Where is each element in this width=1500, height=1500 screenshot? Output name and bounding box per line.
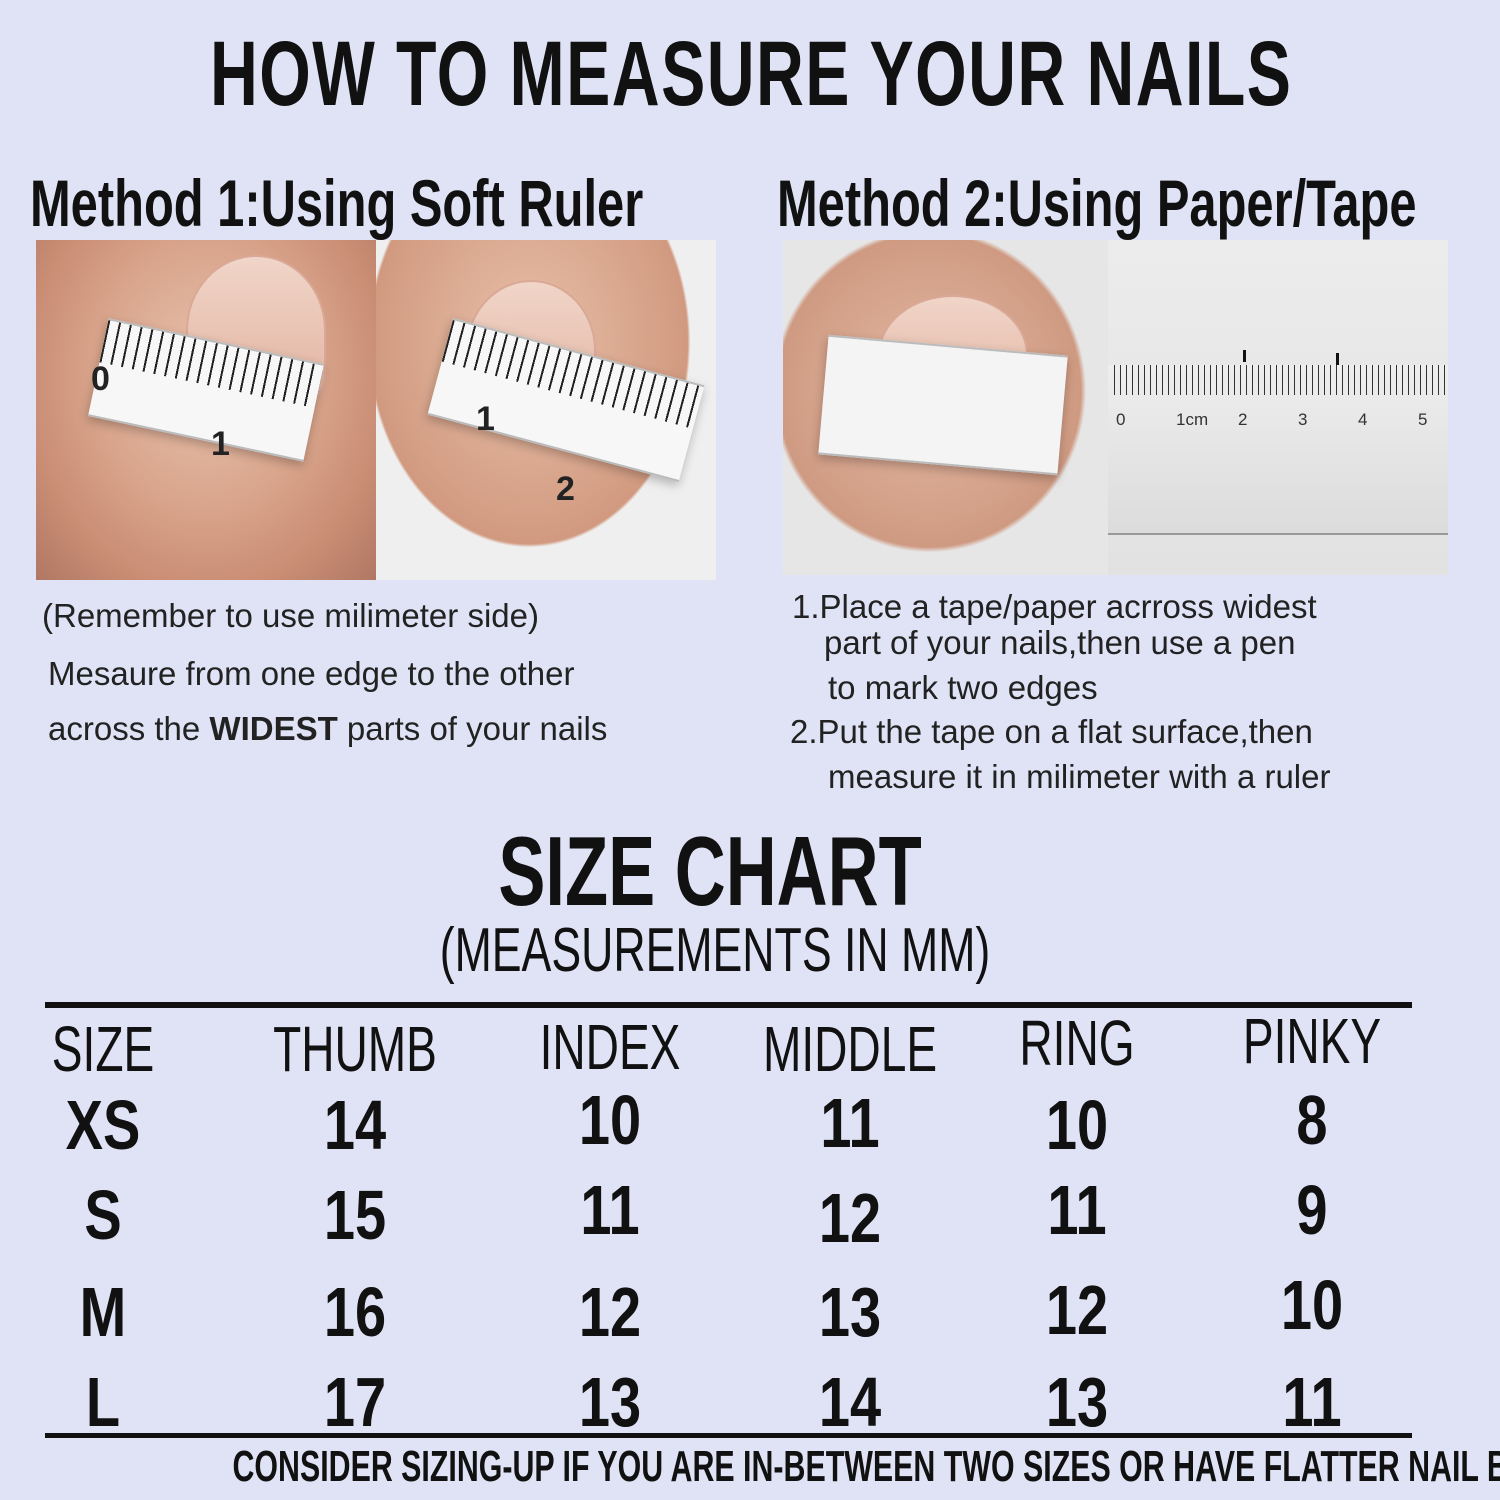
tape-label: 2 [556,470,575,508]
table-cell: 13 [818,1273,882,1351]
size-label: S [84,1176,122,1254]
column-header-middle: MIDDLE [762,1013,938,1085]
ruler-label: 2 [1238,410,1248,429]
table-cell: 10 [578,1081,642,1159]
table-bottom-rule [45,1433,1412,1438]
page-title: HOW TO MEASURE YOUR NAILS [210,23,1293,125]
method1-heading: Method 1:Using Soft Ruler [30,166,644,240]
size-label: M [79,1273,127,1351]
table-cell: 8 [1296,1081,1328,1159]
table-cell: 9 [1296,1171,1328,1249]
tape-label: 1 [211,425,230,463]
table-cell: 13 [578,1363,642,1441]
table-cell: 12 [578,1273,642,1351]
soft-ruler-photo-2: 1 2 [376,240,716,580]
method2-step: part of your nails,then use a pen [824,624,1296,661]
table-cell: 11 [820,1084,880,1162]
ruler-photo: 0 1cm 2 3 4 5 [1108,240,1448,575]
column-header-size: SIZE [51,1013,155,1085]
size-chart-subtitle: (MEASUREMENTS IN MM) [439,916,991,985]
method2-step: measure it in milimeter with a ruler [828,758,1331,795]
table-cell: 11 [1047,1171,1107,1249]
size-label: L [85,1363,121,1441]
table-cell: 13 [1045,1363,1109,1441]
ruler-label: 1cm [1176,410,1209,429]
ruler-label: 3 [1298,410,1308,429]
table-cell: 17 [323,1363,387,1441]
column-header-thumb: THUMB [273,1013,437,1085]
soft-ruler-photo-1: 0 1 [36,240,376,580]
tape-label: 1 [476,400,495,438]
table-cell: 16 [323,1273,387,1351]
table-cell: 15 [323,1176,387,1254]
table-cell: 10 [1045,1086,1109,1164]
column-header-ring: RING [1019,1007,1135,1079]
paper-tape-photo [783,240,1108,575]
line2-post: parts of your nails [337,710,608,747]
column-header-index: INDEX [539,1011,681,1083]
method1-line1: Mesaure from one edge to the other [48,655,575,692]
ruler-label: 0 [1116,410,1126,429]
table-top-rule [45,1002,1412,1008]
size-label: XS [65,1086,141,1164]
line2-pre: across the [48,710,210,747]
table-cell: 14 [323,1086,387,1164]
method1-line2: across the WIDEST parts of your nails [48,710,607,748]
method1-note: (Remember to use milimeter side) [42,597,539,634]
method2-heading: Method 2:Using Paper/Tape [777,166,1417,240]
table-cell: 12 [818,1179,882,1257]
table-cell: 11 [580,1171,640,1249]
sizing-note: CONSIDER SIZING-UP IF YOU ARE IN-BETWEEN… [232,1442,1500,1491]
method2-step: 2.Put the tape on a flat surface,then [790,713,1313,750]
ruler-label: 5 [1418,410,1428,429]
tape-label: 0 [91,360,110,398]
ruler-label: 4 [1358,410,1368,429]
table-cell: 10 [1280,1266,1344,1344]
table-cell: 14 [818,1363,882,1441]
method2-step: 1.Place a tape/paper acrross widest [792,588,1317,625]
method2-step: to mark two edges [828,669,1098,706]
widest-emphasis: WIDEST [209,710,338,747]
table-cell: 11 [1282,1363,1342,1441]
table-cell: 12 [1045,1271,1109,1349]
size-chart-title: SIZE CHART [498,816,922,926]
column-header-pinky: PINKY [1242,1005,1382,1077]
